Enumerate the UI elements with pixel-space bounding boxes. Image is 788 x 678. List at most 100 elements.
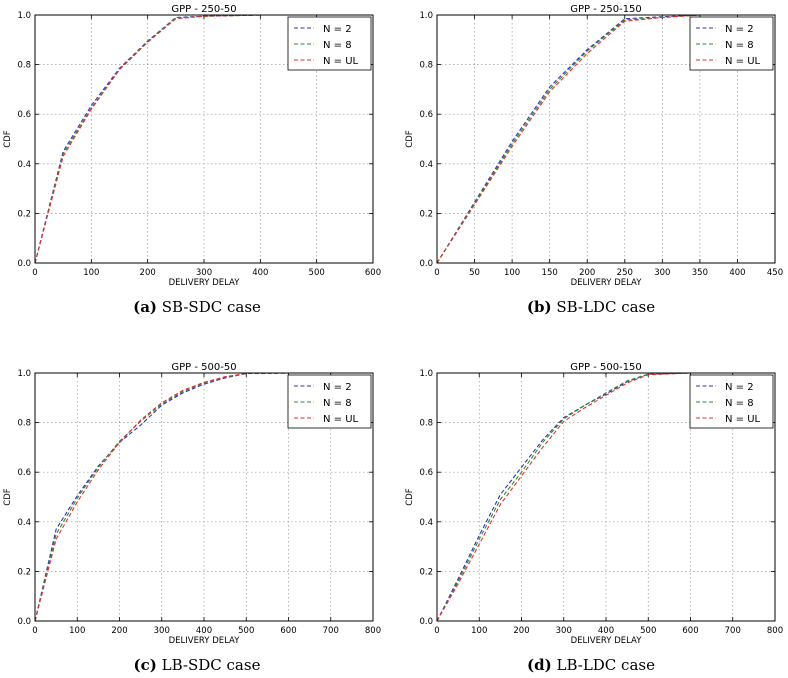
- y-tick-label: 0.4: [17, 518, 31, 528]
- x-axis-label: DELIVERY DELAY: [169, 278, 241, 288]
- y-tick-label: 0.0: [419, 259, 433, 269]
- legend-label-3: N = UL: [725, 414, 761, 425]
- chart-title: GPP - 250-150: [570, 4, 642, 15]
- x-tick-label: 700: [725, 626, 741, 636]
- x-tick-label: 100: [504, 268, 520, 278]
- legend-label-1: N = 2: [323, 24, 352, 35]
- plot-frame: [34, 14, 374, 264]
- x-tick-label: 300: [154, 626, 170, 636]
- y-tick-label: 0.8: [17, 61, 31, 71]
- series-line-3: [436, 14, 700, 264]
- y-tick-label: 0.8: [419, 61, 433, 71]
- caption-b: (b) SB-LDC case: [394, 298, 788, 316]
- chart-title: GPP - 500-150: [570, 362, 642, 373]
- y-tick-label: 1.0: [419, 11, 433, 21]
- x-tick-label: 800: [767, 626, 783, 636]
- plot-frame: [436, 14, 776, 264]
- caption-d-letter: (d): [527, 656, 552, 674]
- series-line-2: [436, 372, 691, 622]
- x-tick-label: 150: [542, 268, 558, 278]
- y-tick-label: 0.8: [419, 419, 433, 429]
- x-tick-label: 500: [238, 626, 254, 636]
- x-axis-label: DELIVERY DELAY: [169, 636, 241, 646]
- x-axis-label: DELIVERY DELAY: [571, 278, 643, 288]
- chart-panel-1: 0 50 100 150 200 250 300 350 400 450 0.0 0.2 0.4 0.6 0…: [405, 4, 783, 288]
- y-tick-label: 0.2: [419, 567, 433, 577]
- x-tick-label: 500: [640, 626, 656, 636]
- y-tick-label: 0.0: [17, 617, 31, 627]
- legend-label-3: N = UL: [725, 56, 761, 67]
- caption-b-letter: (b): [526, 298, 552, 316]
- x-tick-label: 200: [111, 626, 127, 636]
- caption-a-text: SB-SDC case: [157, 298, 261, 316]
- y-tick-label: 0.0: [419, 617, 433, 627]
- x-tick-label: 400: [598, 626, 614, 636]
- x-tick-label: 400: [196, 626, 212, 636]
- x-tick-label: 400: [252, 268, 268, 278]
- y-tick-label: 0.6: [419, 110, 433, 120]
- legend-label-1: N = 2: [725, 382, 754, 393]
- x-tick-label: 100: [69, 626, 85, 636]
- plot-frame: [34, 372, 374, 622]
- legend: N = 2 N = 8 N = UL: [689, 374, 774, 429]
- y-tick-label: 0.6: [17, 110, 31, 120]
- x-tick-label: 600: [682, 626, 698, 636]
- y-axis-label: CDF: [405, 488, 415, 505]
- x-tick-label: 0: [434, 268, 439, 278]
- x-tick-label: 200: [579, 268, 595, 278]
- y-tick-label: 1.0: [17, 369, 31, 379]
- y-tick-label: 0.2: [17, 209, 31, 219]
- series-line-3: [34, 372, 289, 622]
- x-tick-label: 600: [365, 268, 381, 278]
- y-tick-label: 0.4: [17, 160, 31, 170]
- series-line-3: [34, 14, 261, 264]
- x-axis-label: DELIVERY DELAY: [571, 636, 643, 646]
- legend-box: [287, 16, 372, 71]
- x-tick-label: 600: [280, 626, 296, 636]
- series-line-3: [436, 372, 691, 622]
- x-tick-label: 0: [32, 268, 37, 278]
- chart-panel-3: 0 100 200 300 400 500 600 700 800 0.0 0.2 0.4 0.6 0.8…: [405, 362, 783, 646]
- series-line-1: [436, 14, 700, 264]
- caption-b-text: SB-LDC case: [551, 298, 656, 316]
- x-tick-label: 300: [196, 268, 212, 278]
- legend-label-2: N = 8: [725, 398, 754, 409]
- chart-panel-2: 0 100 200 300 400 500 600 700 800 0.0 0.2 0.4 0.6 0.8…: [3, 362, 381, 646]
- caption-a-letter: (a): [133, 298, 158, 316]
- legend-label-3: N = UL: [323, 414, 359, 425]
- caption-d: (d) LB-LDC case: [394, 656, 788, 674]
- series-line-1: [34, 372, 289, 622]
- legend-label-3: N = UL: [323, 56, 359, 67]
- x-tick-label: 50: [469, 268, 480, 278]
- x-tick-label: 100: [471, 626, 487, 636]
- legend-label-2: N = 8: [725, 40, 754, 51]
- y-tick-label: 0.2: [419, 209, 433, 219]
- x-tick-label: 400: [729, 268, 745, 278]
- x-tick-label: 300: [556, 626, 572, 636]
- chart-title: GPP - 500-50: [171, 362, 236, 373]
- y-axis-label: CDF: [3, 488, 13, 505]
- y-tick-label: 1.0: [419, 369, 433, 379]
- series-line-1: [436, 372, 691, 622]
- x-tick-label: 500: [309, 268, 325, 278]
- legend-label-2: N = 8: [323, 398, 352, 409]
- caption-a: (a) SB-SDC case: [0, 298, 394, 316]
- x-tick-label: 200: [140, 268, 156, 278]
- y-tick-label: 0.4: [419, 518, 433, 528]
- x-tick-label: 800: [365, 626, 381, 636]
- x-tick-label: 250: [617, 268, 633, 278]
- plot-frame: [436, 372, 776, 622]
- legend-label-2: N = 8: [323, 40, 352, 51]
- legend-label-1: N = 2: [323, 382, 352, 393]
- x-tick-label: 0: [32, 626, 37, 636]
- y-tick-label: 0.6: [17, 468, 31, 478]
- chart-title: GPP - 250-50: [171, 4, 236, 15]
- caption-d-text: LB-LDC case: [551, 656, 655, 674]
- legend: N = 2 N = 8 N = UL: [287, 374, 372, 429]
- x-tick-label: 450: [767, 268, 783, 278]
- chart-panel-0: 0 100 200 300 400 500 600 0.0 0.2 0.4 0.6 0.8 1.0 GPP…: [3, 4, 381, 288]
- y-tick-label: 0.4: [419, 160, 433, 170]
- caption-c-letter: (c): [133, 656, 157, 674]
- y-tick-label: 0.0: [17, 259, 31, 269]
